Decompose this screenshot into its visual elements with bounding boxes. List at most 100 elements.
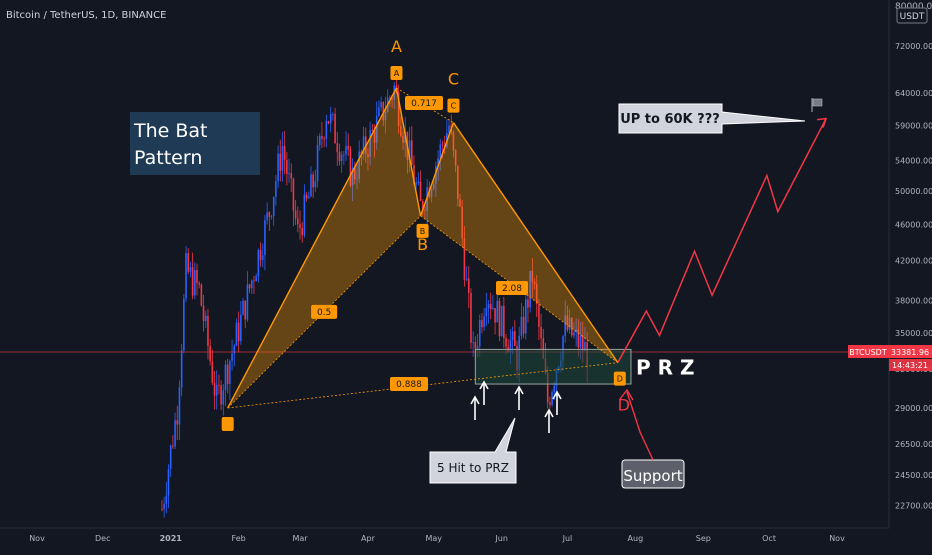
candle[interactable] xyxy=(465,266,468,282)
candle[interactable] xyxy=(524,294,527,340)
candle[interactable] xyxy=(459,193,461,208)
candle[interactable] xyxy=(369,121,371,166)
candle[interactable] xyxy=(204,310,207,329)
candle[interactable] xyxy=(463,226,466,287)
candle[interactable] xyxy=(496,290,499,323)
candle[interactable] xyxy=(270,214,273,220)
candle[interactable] xyxy=(229,359,231,401)
pattern-point-c[interactable]: CC xyxy=(447,70,460,113)
candle[interactable] xyxy=(520,302,523,340)
candle[interactable] xyxy=(408,127,411,172)
projection-path[interactable] xyxy=(617,118,827,364)
candle[interactable] xyxy=(244,300,247,329)
pattern-point-b[interactable]: BB xyxy=(416,223,429,254)
candle[interactable] xyxy=(272,196,275,226)
candle[interactable] xyxy=(255,273,257,282)
candle[interactable] xyxy=(336,131,339,166)
candle[interactable] xyxy=(290,163,293,193)
candle[interactable] xyxy=(259,242,262,267)
candle[interactable] xyxy=(172,435,174,449)
candle[interactable] xyxy=(400,116,402,138)
candle[interactable] xyxy=(329,106,332,133)
candle[interactable] xyxy=(283,131,286,175)
candle[interactable] xyxy=(467,266,470,309)
candle[interactable] xyxy=(281,131,284,182)
candle[interactable] xyxy=(246,271,249,322)
candle[interactable] xyxy=(185,246,187,303)
candle[interactable] xyxy=(325,114,328,148)
candle[interactable] xyxy=(340,151,343,173)
candle[interactable] xyxy=(570,316,573,338)
candle[interactable] xyxy=(533,278,536,290)
candle[interactable] xyxy=(312,171,314,198)
candle[interactable] xyxy=(529,270,531,313)
candle[interactable] xyxy=(218,374,220,395)
candle[interactable] xyxy=(323,136,325,147)
prz-zone[interactable] xyxy=(474,348,632,385)
candle[interactable] xyxy=(332,112,334,121)
candle[interactable] xyxy=(485,292,488,327)
candle[interactable] xyxy=(235,318,238,347)
candle[interactable] xyxy=(564,300,567,343)
ratio-label[interactable]: 2.08 xyxy=(496,281,528,295)
candle[interactable] xyxy=(522,306,525,339)
candle[interactable] xyxy=(410,126,413,166)
candle[interactable] xyxy=(461,199,464,248)
candle[interactable] xyxy=(237,311,240,353)
candle[interactable] xyxy=(492,294,494,311)
candle[interactable] xyxy=(161,500,163,512)
candle[interactable] xyxy=(494,307,496,335)
candle[interactable] xyxy=(286,152,288,186)
pattern-title-box[interactable] xyxy=(130,112,260,175)
candle[interactable] xyxy=(351,158,354,202)
candle[interactable] xyxy=(307,191,310,199)
candle[interactable] xyxy=(233,343,236,367)
candle[interactable] xyxy=(483,307,485,331)
candle[interactable] xyxy=(318,133,321,151)
candle[interactable] xyxy=(575,318,577,347)
candle[interactable] xyxy=(316,135,319,188)
candle[interactable] xyxy=(279,139,282,182)
candle[interactable] xyxy=(240,301,242,345)
candle[interactable] xyxy=(198,280,200,289)
candle[interactable] xyxy=(275,175,277,206)
candle[interactable] xyxy=(424,206,426,219)
candle[interactable] xyxy=(163,496,165,518)
candle[interactable] xyxy=(314,169,317,193)
candle[interactable] xyxy=(169,444,172,477)
candle[interactable] xyxy=(226,358,229,394)
candle[interactable] xyxy=(454,149,457,173)
candle[interactable] xyxy=(538,299,540,341)
candle[interactable] xyxy=(358,140,360,184)
candle[interactable] xyxy=(253,275,255,295)
candle[interactable] xyxy=(334,107,336,144)
candle[interactable] xyxy=(165,481,168,514)
candle[interactable] xyxy=(378,100,380,118)
candle[interactable] xyxy=(338,143,341,166)
candle[interactable] xyxy=(568,309,571,334)
candle[interactable] xyxy=(222,384,225,416)
candle[interactable] xyxy=(301,222,304,243)
candle[interactable] xyxy=(183,294,185,354)
x-axis[interactable]: Nov Dec 2021 Feb Mar Apr May Jun Jul Aug Sep Oct Nov xyxy=(29,534,845,543)
pattern-point-a[interactable]: AA xyxy=(390,37,403,80)
candle[interactable] xyxy=(345,131,347,161)
candle[interactable] xyxy=(343,151,345,165)
candle[interactable] xyxy=(266,202,268,225)
candle[interactable] xyxy=(481,313,483,334)
candle[interactable] xyxy=(299,210,301,240)
candle[interactable] xyxy=(327,120,330,125)
candle[interactable] xyxy=(207,308,209,360)
candle[interactable] xyxy=(292,177,295,227)
candle[interactable] xyxy=(514,320,516,347)
candle[interactable] xyxy=(277,145,279,188)
candle[interactable] xyxy=(487,300,490,324)
candle[interactable] xyxy=(180,343,183,397)
target-callout[interactable] xyxy=(618,103,806,134)
candle[interactable] xyxy=(264,214,266,271)
candle[interactable] xyxy=(211,349,214,386)
candle[interactable] xyxy=(421,199,424,216)
candle[interactable] xyxy=(380,96,382,112)
candle[interactable] xyxy=(194,262,196,300)
candle[interactable] xyxy=(220,380,222,411)
